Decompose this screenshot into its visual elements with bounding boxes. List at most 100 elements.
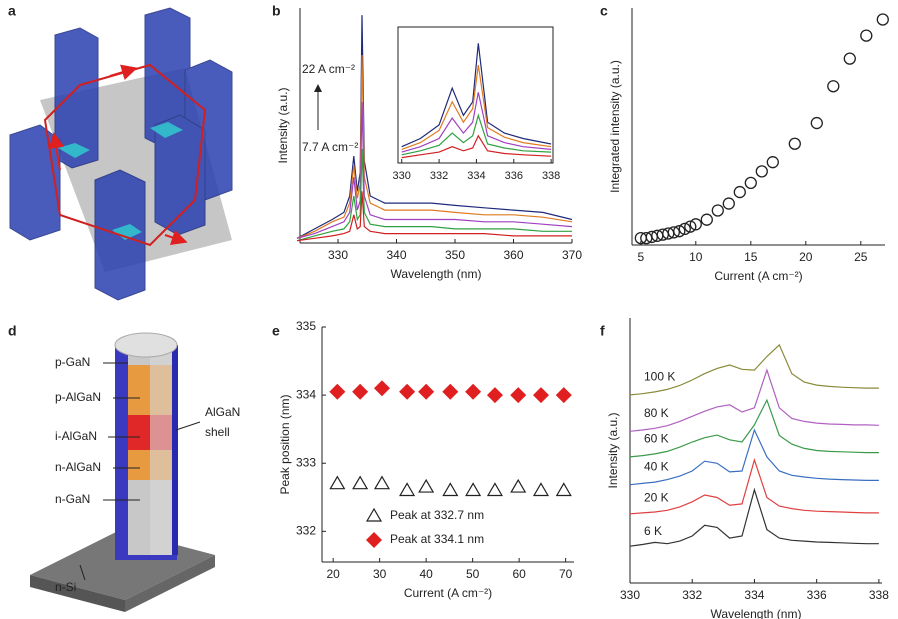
marker-triangle: [442, 482, 459, 497]
marker-circle: [673, 225, 686, 238]
x-tick-label: 370: [562, 248, 582, 262]
marker-triangle: [532, 482, 550, 497]
curve-label: 80 K: [644, 406, 669, 420]
annotation: 22 A cm⁻²: [302, 62, 355, 76]
layer-label: i-AlGaN: [55, 429, 97, 443]
x-tick-label: 334: [467, 170, 485, 182]
x-tick-label: 334: [744, 588, 764, 602]
marker-diamond: [486, 387, 503, 404]
x-tick-label: 70: [559, 567, 573, 581]
x-tick-label: 330: [328, 248, 348, 262]
marker-circle: [788, 137, 801, 150]
spectrum-line: [401, 92, 552, 153]
x-tick-label: 330: [393, 170, 411, 182]
spectrum-line: [629, 428, 879, 486]
legend-label: Peak at 334.1 nm: [390, 532, 484, 546]
x-tick-label: 336: [505, 170, 523, 182]
diagram-d: p-GaN p-AlGaN i-AlGaN n-AlGaN n-GaN n-Si…: [30, 332, 240, 612]
y-axis-label: Intensity (a.u.): [276, 87, 290, 163]
layer-label: n-GaN: [55, 492, 90, 506]
marker-triangle: [486, 482, 504, 497]
y-axis-label: Peak position (nm): [278, 394, 292, 494]
x-tick-label: 340: [387, 248, 407, 262]
x-tick-label: 5: [637, 250, 644, 264]
legend-marker: [365, 507, 383, 522]
spectrum-line: [401, 43, 552, 148]
legend-label: Peak at 332.7 nm: [390, 508, 484, 522]
panel-label: a: [8, 3, 16, 19]
marker-triangle: [418, 478, 435, 493]
spectrum-line: [629, 343, 879, 396]
layer-label: n-AlGaN: [55, 460, 101, 474]
y-tick-label: 332: [296, 524, 316, 538]
panel-label: b: [272, 3, 281, 19]
x-tick-label: 338: [542, 170, 560, 182]
x-tick-label: 20: [326, 567, 340, 581]
panel-label: d: [8, 323, 17, 339]
marker-circle: [689, 218, 702, 231]
marker-diamond: [418, 383, 435, 400]
marker-triangle: [399, 482, 416, 497]
marker-diamond: [329, 383, 346, 400]
substrate-label: n-Si: [55, 580, 76, 594]
marker-circle: [860, 29, 873, 42]
x-tick-label: 40: [419, 567, 433, 581]
marker-circle: [711, 204, 724, 217]
y-axis-label: Intensity (a.u.): [606, 412, 620, 488]
marker-diamond: [399, 383, 416, 400]
panel-label: e: [272, 323, 280, 339]
x-tick-label: 15: [744, 250, 758, 264]
marker-circle: [733, 185, 746, 199]
x-tick-label: 332: [430, 170, 448, 182]
marker-triangle: [352, 475, 369, 490]
marker-diamond: [373, 380, 390, 397]
marker-circle: [678, 222, 691, 236]
diagram-a: [9, 7, 233, 301]
marker-diamond: [352, 383, 369, 400]
marker-circle: [684, 220, 697, 233]
marker-circle: [810, 116, 823, 130]
x-tick-label: 25: [854, 250, 868, 264]
spectrum-line: [629, 457, 879, 515]
y-tick-label: 333: [296, 455, 316, 469]
legend-marker: [366, 532, 382, 548]
marker-triangle: [329, 475, 346, 490]
marker-triangle: [555, 482, 572, 497]
marker-diamond: [510, 387, 527, 404]
x-tick-label: 50: [466, 567, 480, 581]
y-tick-label: 334: [296, 387, 316, 401]
marker-circle: [843, 52, 856, 65]
x-tick-label: 350: [445, 248, 465, 262]
x-tick-label: 330: [620, 588, 640, 602]
x-tick-label: 60: [512, 567, 526, 581]
spectrum-line: [629, 398, 879, 458]
marker-triangle: [510, 478, 527, 493]
annotation: 7.7 A cm⁻²: [302, 140, 358, 154]
panel-label: f: [600, 323, 605, 339]
x-axis-label: Current (A cm⁻²): [404, 586, 492, 600]
spectrum-line: [297, 191, 572, 242]
layer-label: p-AlGaN: [55, 390, 101, 404]
spectrum-line: [296, 148, 572, 242]
x-axis-label: Wavelength (nm): [391, 267, 482, 281]
marker-circle: [722, 197, 735, 210]
marker-diamond: [532, 387, 549, 404]
curve-label: 100 K: [644, 370, 675, 384]
shell-label: AlGaN: [205, 405, 240, 419]
marker-diamond: [442, 383, 459, 400]
spectrum-line: [401, 113, 552, 156]
y-axis-label: Integrated intensity (a.u.): [608, 60, 622, 193]
marker-circle: [667, 226, 680, 239]
marker-triangle: [465, 482, 482, 497]
x-tick-label: 30: [373, 567, 387, 581]
y-tick-label: 335: [296, 319, 316, 333]
marker-diamond: [555, 387, 572, 404]
x-axis-label: Current (A cm⁻²): [714, 269, 802, 283]
marker-circle: [700, 213, 713, 226]
curve-label: 40 K: [644, 460, 669, 474]
marker-circle: [766, 156, 779, 169]
spectrum-line: [401, 134, 552, 159]
marker-circle: [755, 165, 768, 178]
x-tick-label: 338: [869, 588, 889, 602]
